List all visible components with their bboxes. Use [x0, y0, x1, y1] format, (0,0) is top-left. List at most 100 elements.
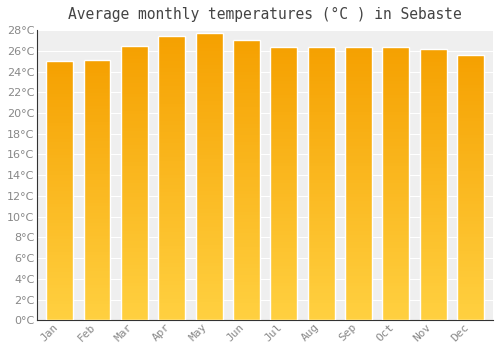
Bar	[382, 112, 409, 115]
Bar	[420, 266, 446, 270]
Bar	[382, 163, 409, 166]
Bar	[84, 288, 110, 291]
Bar	[84, 76, 110, 80]
Bar	[121, 262, 148, 265]
Bar	[308, 276, 334, 279]
Bar	[345, 180, 372, 183]
Bar	[84, 73, 110, 76]
Bar	[121, 293, 148, 296]
Bar	[121, 255, 148, 259]
Bar	[121, 90, 148, 94]
Bar	[46, 310, 73, 314]
Bar	[121, 245, 148, 248]
Bar	[121, 104, 148, 107]
Bar	[84, 301, 110, 304]
Bar	[270, 255, 297, 259]
Bar	[158, 217, 185, 221]
Bar	[420, 314, 446, 317]
Bar	[196, 238, 222, 241]
Bar	[308, 272, 334, 276]
Bar	[84, 265, 110, 268]
Bar	[196, 248, 222, 252]
Bar	[233, 180, 260, 184]
Bar	[121, 221, 148, 224]
Bar	[121, 231, 148, 234]
Bar	[158, 86, 185, 90]
Bar	[121, 279, 148, 282]
Bar	[84, 60, 110, 320]
Bar	[308, 252, 334, 255]
Bar	[382, 241, 409, 245]
Bar	[420, 218, 446, 222]
Bar	[270, 54, 297, 57]
Bar	[308, 84, 334, 88]
Bar	[270, 160, 297, 163]
Bar	[345, 54, 372, 57]
Bar	[420, 236, 446, 239]
Bar	[270, 112, 297, 115]
Bar	[233, 121, 260, 124]
Bar	[457, 131, 484, 134]
Bar	[345, 204, 372, 208]
Bar	[46, 149, 73, 152]
Bar	[233, 208, 260, 212]
Bar	[46, 97, 73, 100]
Bar	[270, 235, 297, 238]
Bar	[270, 276, 297, 279]
Bar	[84, 141, 110, 145]
Bar	[457, 231, 484, 234]
Bar	[270, 64, 297, 67]
Bar	[233, 110, 260, 114]
Bar	[84, 177, 110, 181]
Bar	[382, 245, 409, 248]
Bar	[457, 78, 484, 82]
Bar	[233, 296, 260, 299]
Bar	[382, 266, 409, 269]
Bar	[308, 98, 334, 102]
Bar	[420, 72, 446, 76]
Bar	[345, 307, 372, 310]
Bar	[158, 79, 185, 83]
Bar	[270, 218, 297, 221]
Bar	[270, 71, 297, 74]
Bar	[270, 300, 297, 303]
Bar	[382, 139, 409, 142]
Bar	[121, 183, 148, 187]
Bar	[420, 90, 446, 93]
Bar	[308, 279, 334, 283]
Bar	[457, 284, 484, 287]
Bar	[233, 86, 260, 89]
Bar	[233, 48, 260, 51]
Bar	[345, 218, 372, 221]
Bar	[158, 232, 185, 235]
Bar	[121, 66, 148, 70]
Bar	[382, 67, 409, 71]
Bar	[457, 191, 484, 194]
Bar	[84, 232, 110, 236]
Bar	[121, 135, 148, 138]
Bar	[121, 187, 148, 190]
Bar	[457, 224, 484, 228]
Bar	[457, 197, 484, 201]
Bar	[46, 184, 73, 188]
Bar	[270, 88, 297, 91]
Bar	[196, 212, 222, 216]
Bar	[84, 278, 110, 281]
Bar	[196, 119, 222, 123]
Bar	[196, 73, 222, 76]
Bar	[158, 171, 185, 175]
Bar	[270, 259, 297, 262]
Bar	[270, 115, 297, 119]
Bar	[233, 191, 260, 194]
Bar	[46, 152, 73, 155]
Bar	[308, 163, 334, 166]
Bar	[46, 288, 73, 291]
Bar	[457, 257, 484, 261]
Bar	[121, 176, 148, 180]
Bar	[345, 47, 372, 50]
Bar	[121, 46, 148, 49]
Bar	[308, 47, 334, 320]
Bar	[196, 152, 222, 155]
Bar	[308, 262, 334, 266]
Bar	[84, 272, 110, 275]
